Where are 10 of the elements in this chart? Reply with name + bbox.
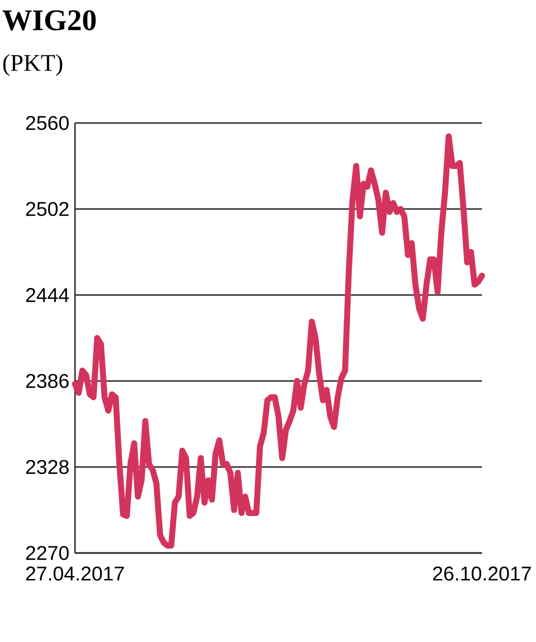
chart-subtitle: (PKT)	[3, 54, 62, 76]
x-tick-label: 26.10.2017	[433, 566, 531, 581]
y-tick-label: 2328	[26, 460, 69, 474]
x-tick-label: 27.04.2017	[26, 566, 124, 581]
y-tick-label: 2560	[26, 116, 69, 130]
y-tick-label: 2502	[26, 202, 68, 216]
chart-title: WIG20	[2, 10, 96, 31]
y-tick-label: 2444	[26, 288, 69, 302]
y-tick-label: 2386	[26, 374, 69, 388]
y-tick-label: 2270	[26, 546, 69, 560]
